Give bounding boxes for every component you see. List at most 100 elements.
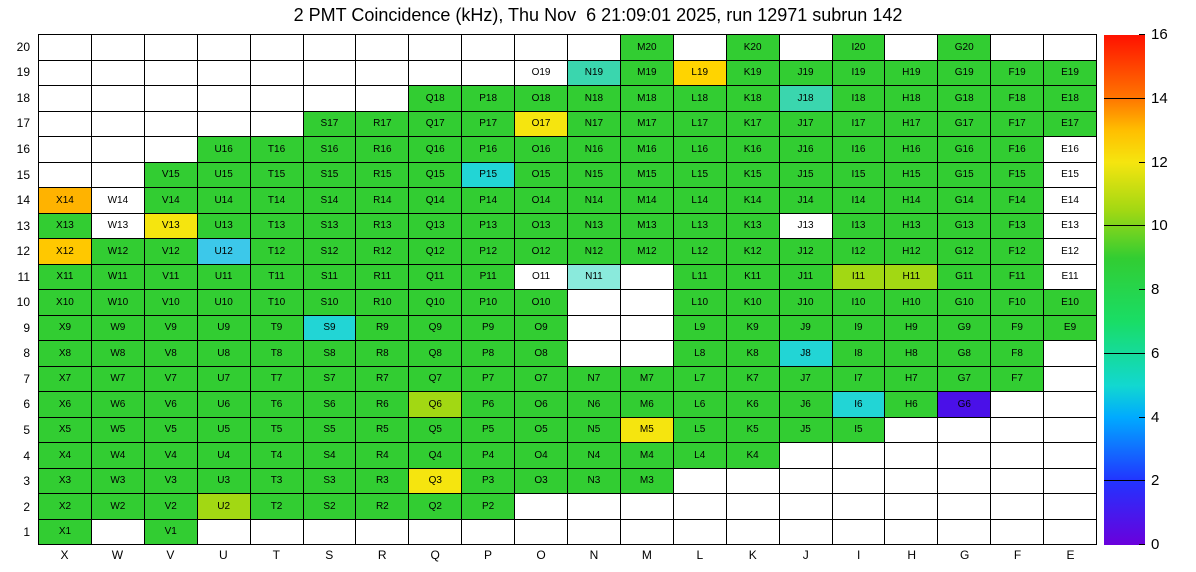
heatmap-cell-empty bbox=[462, 519, 515, 544]
heatmap-cell-L18: L18 bbox=[673, 86, 726, 111]
heatmap-cell-S7: S7 bbox=[303, 366, 356, 391]
y-tick-label-12: 12 bbox=[16, 244, 30, 259]
heatmap-cell-R8: R8 bbox=[356, 341, 409, 366]
heatmap-cell-M7: M7 bbox=[620, 366, 673, 391]
heatmap-cell-V14: V14 bbox=[144, 188, 197, 213]
heatmap-cell-F9: F9 bbox=[991, 315, 1044, 340]
colorbar-tick-mark bbox=[1139, 416, 1145, 418]
heatmap-cell-K5: K5 bbox=[726, 417, 779, 442]
heatmap-cell-empty bbox=[39, 60, 91, 85]
heatmap-cell-M6: M6 bbox=[620, 392, 673, 417]
heatmap-cell-empty bbox=[356, 60, 409, 85]
heatmap-cell-V1: V1 bbox=[144, 519, 197, 544]
colorbar-tick-mark bbox=[1139, 34, 1145, 35]
y-tick-label-6: 6 bbox=[23, 397, 30, 412]
heatmap-cell-Q3: Q3 bbox=[409, 468, 462, 493]
x-tick-label-G: G bbox=[959, 548, 970, 562]
heatmap-cell-E9: E9 bbox=[1044, 315, 1096, 340]
heatmap-cell-empty bbox=[620, 519, 673, 544]
heatmap-cell-O14: O14 bbox=[515, 188, 567, 213]
heatmap-cell-E13: E13 bbox=[1044, 213, 1096, 238]
heatmap-cell-J19: J19 bbox=[779, 60, 832, 85]
heatmap-cell-R10: R10 bbox=[356, 290, 409, 315]
heatmap-cell-R9: R9 bbox=[356, 315, 409, 340]
heatmap-cell-K19: K19 bbox=[726, 60, 779, 85]
heatmap-cell-empty bbox=[885, 519, 938, 544]
heatmap-cell-P3: P3 bbox=[462, 468, 515, 493]
heatmap-cell-O19: O19 bbox=[515, 60, 567, 85]
x-tick-label-M: M bbox=[641, 548, 652, 562]
heatmap-cell-H12: H12 bbox=[885, 239, 938, 264]
heatmap-cell-O12: O12 bbox=[515, 239, 567, 264]
heatmap-cell-E11: E11 bbox=[1044, 264, 1096, 289]
heatmap-cell-Q13: Q13 bbox=[409, 213, 462, 238]
x-tick-label-J: J bbox=[802, 548, 809, 562]
heatmap-cell-H11: H11 bbox=[885, 264, 938, 289]
heatmap-cell-O3: O3 bbox=[515, 468, 567, 493]
y-axis: 20 19 18 17 16 15 14 13 12 11 10 9 8 7 6 5 4 3 2 1 bbox=[0, 34, 34, 545]
heatmap-cell-X5: X5 bbox=[39, 417, 91, 442]
heatmap-cell-empty bbox=[303, 60, 356, 85]
heatmap-cell-empty bbox=[303, 86, 356, 111]
heatmap-cell-T7: T7 bbox=[250, 366, 303, 391]
heatmap-cell-M18: M18 bbox=[620, 86, 673, 111]
heatmap-cell-X3: X3 bbox=[39, 468, 91, 493]
heatmap-cell-V11: V11 bbox=[144, 264, 197, 289]
heatmap-cell-R7: R7 bbox=[356, 366, 409, 391]
heatmap-cell-M12: M12 bbox=[620, 239, 673, 264]
heatmap-cell-U10: U10 bbox=[197, 290, 250, 315]
heatmap-cell-W4: W4 bbox=[91, 443, 144, 468]
y-tick-label-16: 16 bbox=[16, 141, 30, 156]
colorbar-line-mark bbox=[1104, 225, 1145, 227]
heatmap-cell-O4: O4 bbox=[515, 443, 567, 468]
heatmap-cell-K14: K14 bbox=[726, 188, 779, 213]
heatmap-cell-I10: I10 bbox=[832, 290, 885, 315]
colorbar-tick-mark bbox=[1139, 289, 1145, 290]
heatmap-cell-L8: L8 bbox=[673, 341, 726, 366]
heatmap-cell-empty bbox=[409, 35, 462, 60]
heatmap-cell-W9: W9 bbox=[91, 315, 144, 340]
heatmap-cell-empty bbox=[39, 162, 91, 187]
heatmap-cell-N7: N7 bbox=[568, 366, 620, 391]
heatmap-cell-P8: P8 bbox=[462, 341, 515, 366]
heatmap-cell-empty bbox=[938, 443, 991, 468]
heatmap-cell-Q17: Q17 bbox=[409, 111, 462, 136]
heatmap-cell-N11: N11 bbox=[568, 264, 620, 289]
heatmap-cell-L6: L6 bbox=[673, 392, 726, 417]
y-tick-label-1: 1 bbox=[23, 525, 30, 540]
heatmap-cell-M17: M17 bbox=[620, 111, 673, 136]
heatmap-cell-I8: I8 bbox=[832, 341, 885, 366]
heatmap-cell-U11: U11 bbox=[197, 264, 250, 289]
heatmap-cell-I13: I13 bbox=[832, 213, 885, 238]
x-tick-label-U: U bbox=[218, 548, 228, 562]
x-tick-label-O: O bbox=[536, 548, 546, 562]
y-tick-label-18: 18 bbox=[16, 90, 30, 105]
heatmap-cell-H10: H10 bbox=[885, 290, 938, 315]
colorbar-line-mark bbox=[1104, 480, 1145, 482]
heatmap-cell-empty bbox=[832, 494, 885, 519]
colorbar-line-mark bbox=[1104, 97, 1145, 99]
heatmap-cell-Q4: Q4 bbox=[409, 443, 462, 468]
heatmap-cell-K15: K15 bbox=[726, 162, 779, 187]
heatmap-cell-empty bbox=[620, 494, 673, 519]
heatmap-cell-W7: W7 bbox=[91, 366, 144, 391]
heatmap-cell-empty bbox=[620, 341, 673, 366]
heatmap-cell-M14: M14 bbox=[620, 188, 673, 213]
heatmap-cell-J15: J15 bbox=[779, 162, 832, 187]
heatmap-cell-K11: K11 bbox=[726, 264, 779, 289]
heatmap-cell-J12: J12 bbox=[779, 239, 832, 264]
heatmap-cell-W3: W3 bbox=[91, 468, 144, 493]
heatmap-cell-R17: R17 bbox=[356, 111, 409, 136]
heatmap-cell-H17: H17 bbox=[885, 111, 938, 136]
heatmap-cell-empty bbox=[39, 35, 91, 60]
x-tick-label-Q: Q bbox=[430, 548, 440, 562]
heatmap-cell-T16: T16 bbox=[250, 137, 303, 162]
heatmap-cell-U2: U2 bbox=[197, 494, 250, 519]
colorbar-axis: 0 2 4 6 8 10 12 14 16 bbox=[1151, 27, 1195, 553]
heatmap-cell-S5: S5 bbox=[303, 417, 356, 442]
heatmap-cell-E14: E14 bbox=[1044, 188, 1096, 213]
heatmap-cell-empty bbox=[1044, 341, 1096, 366]
y-tick-label-2: 2 bbox=[23, 499, 30, 514]
heatmap-cell-empty bbox=[832, 519, 885, 544]
heatmap-cell-K4: K4 bbox=[726, 443, 779, 468]
